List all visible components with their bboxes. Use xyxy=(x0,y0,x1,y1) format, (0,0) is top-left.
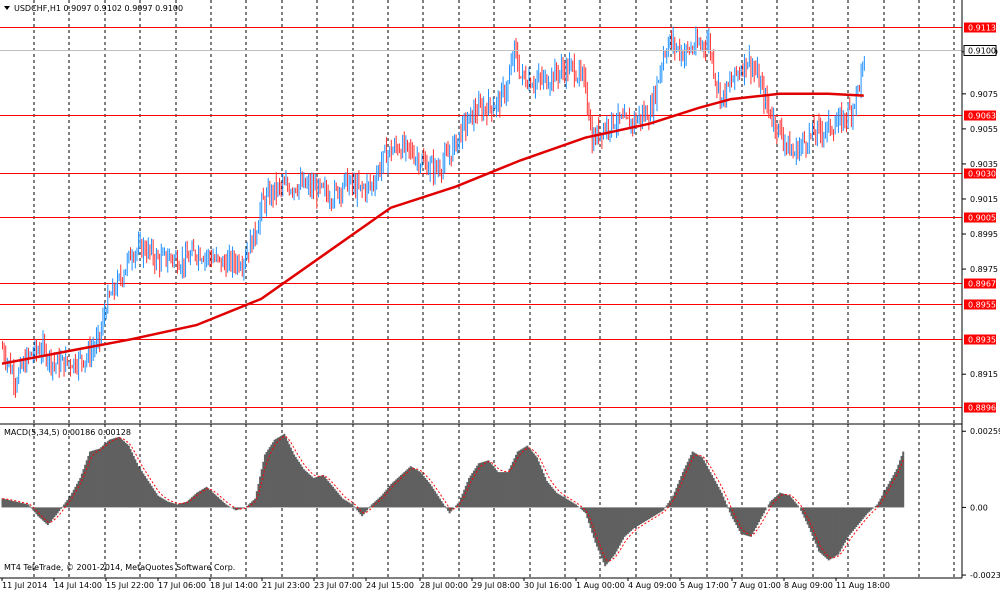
price-window[interactable] xyxy=(0,0,962,424)
x-tick-label: 24 Jul 15:00 xyxy=(366,581,414,590)
symbol-header[interactable]: USDCHF,H1 0.9097 0.9102 0.9097 0.9100 xyxy=(4,4,183,13)
price-scale: 0.90990.90750.90550.90350.90150.89950.89… xyxy=(961,0,1000,580)
level-label: 0.8935 xyxy=(968,336,996,345)
bid-label-bg xyxy=(963,45,997,56)
x-tick-label: 17 Jul 06:00 xyxy=(158,581,206,590)
bid-price-label: 0.9100 xyxy=(968,47,996,56)
time-scale: 11 Jul 2014 14 Jul 14:00 15 Jul 22:00 17 Ju… xyxy=(0,577,962,590)
level-label: 0.8955 xyxy=(968,301,996,310)
x-tick-label: 23 Jul 07:00 xyxy=(314,581,362,590)
macd-y-tick-label: -0.0023 xyxy=(970,571,1000,580)
level-label: 0.9005 xyxy=(968,214,996,223)
horizontal-levels[interactable] xyxy=(0,27,962,408)
macd-y-tick-labels: 0.00259 0.00 -0.0023 xyxy=(962,427,1000,580)
x-tick-label: 29 Jul 08:00 xyxy=(472,581,520,590)
level-label: 0.9063 xyxy=(968,112,996,121)
level-label-bg xyxy=(964,278,996,289)
macd-y-tick-label: 0.00259 xyxy=(970,427,1000,436)
level-labels: 0.9113 0.9063 0.9030 0.9005 0.8967 0.8955 0.89… xyxy=(963,22,997,413)
y-tick-label: 0.8995 xyxy=(970,230,998,239)
x-tick-label: 11 Jul 2014 xyxy=(2,581,47,590)
y-tick-label: 0.8975 xyxy=(970,265,998,274)
x-tick-label: 28 Jul 00:00 xyxy=(420,581,468,590)
moving-average-line xyxy=(1,92,864,365)
x-tick-label: 15 Jul 22:00 xyxy=(106,581,154,590)
level-label-bg xyxy=(964,110,996,121)
x-tick-label: 21 Jul 23:00 xyxy=(262,581,310,590)
y-tick-label: 0.9035 xyxy=(970,160,998,169)
copyright-text: MT4 TeleTrade, © 2001-2014, MetaQuotes S… xyxy=(4,563,235,572)
macd-histogram xyxy=(1,433,905,567)
vertical-grid xyxy=(33,0,955,424)
level-label-bg xyxy=(964,168,996,179)
triangle-down-icon[interactable] xyxy=(4,6,10,10)
candlesticks xyxy=(2,26,865,398)
level-label: 0.8967 xyxy=(968,280,996,289)
x-tick-label: 7 Aug 01:00 xyxy=(732,581,781,590)
symbol-ohlc-text: USDCHF,H1 0.9097 0.9102 0.9097 0.9100 xyxy=(14,4,183,13)
macd-window[interactable] xyxy=(0,423,962,578)
level-label-bg xyxy=(964,402,996,413)
x-tick-labels: 11 Jul 2014 14 Jul 14:00 15 Jul 22:00 17 Ju… xyxy=(1,578,890,590)
macd-signal-line xyxy=(2,435,904,562)
y-tick-label: 0.9015 xyxy=(970,195,998,204)
level-label-bg xyxy=(964,22,996,33)
level-label: 0.8896 xyxy=(968,404,996,413)
x-tick-label: 4 Aug 09:00 xyxy=(628,581,677,590)
y-tick-label: 0.8915 xyxy=(970,370,998,379)
x-tick-label: 30 Jul 16:00 xyxy=(524,581,572,590)
level-label: 0.9113 xyxy=(968,24,996,33)
level-label-bg xyxy=(964,299,996,310)
level-label: 0.9030 xyxy=(968,170,996,179)
level-label-bg xyxy=(964,334,996,345)
macd-y-tick-label: 0.00 xyxy=(970,503,988,512)
level-label-bg xyxy=(964,212,996,223)
x-tick-label: 5 Aug 17:00 xyxy=(680,581,729,590)
x-tick-label: 14 Jul 14:00 xyxy=(54,581,102,590)
x-tick-label: 1 Aug 00:00 xyxy=(576,581,625,590)
macd-header-text: MACD(5,34,5) 0.00186 0.00128 xyxy=(4,428,131,437)
y-tick-label: 0.9075 xyxy=(970,90,998,99)
x-tick-label: 11 Aug 18:00 xyxy=(836,581,890,590)
x-tick-label: 18 Jul 14:00 xyxy=(210,581,258,590)
x-tick-label: 8 Aug 09:00 xyxy=(784,581,833,590)
y-tick-label: 0.9055 xyxy=(970,125,998,134)
